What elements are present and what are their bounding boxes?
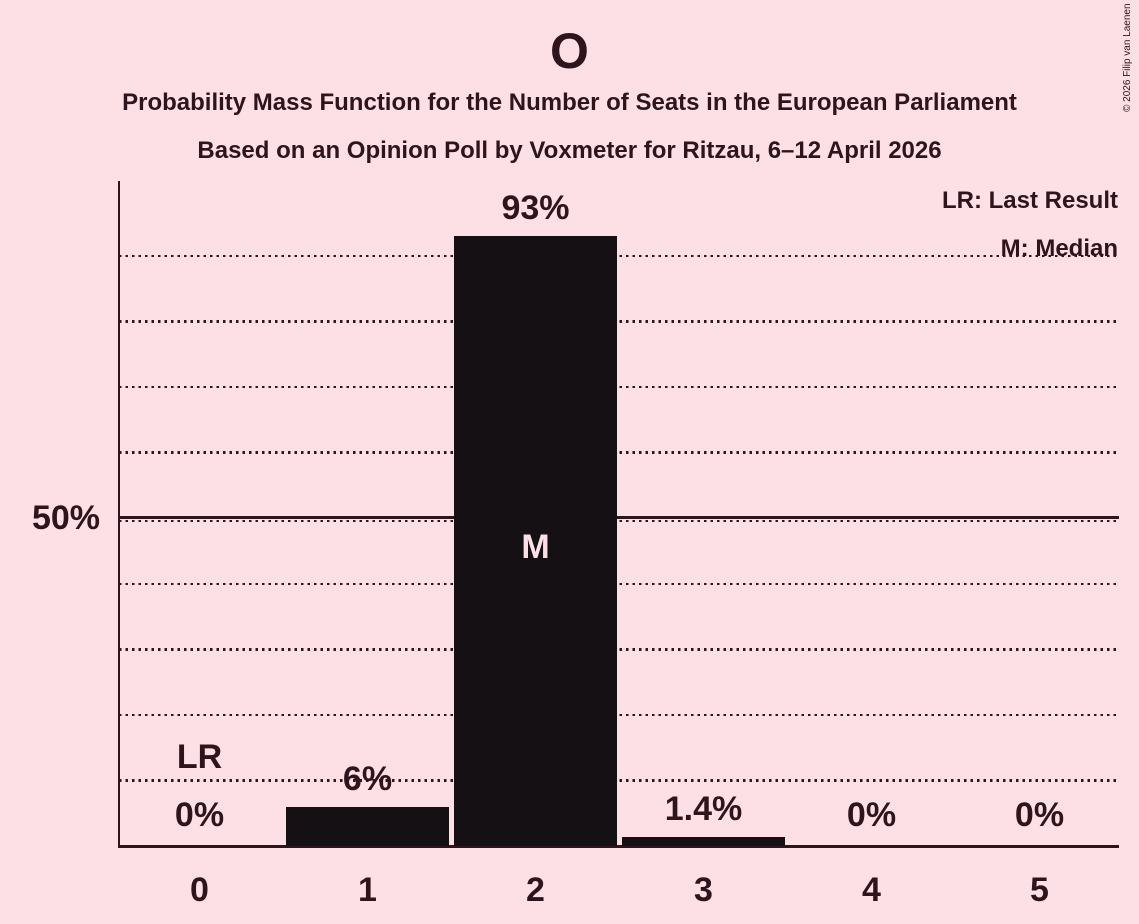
gridline-50pct <box>119 519 1119 522</box>
bar-seat-3 <box>622 836 785 846</box>
chart-subtitle-line2: Based on an Opinion Poll by Voxmeter for… <box>197 137 942 164</box>
chart-subtitle-line1: Probability Mass Function for the Number… <box>122 89 1017 116</box>
y-axis-tick-label: 50% <box>31 499 100 537</box>
legend-median: M: Median <box>1000 235 1118 262</box>
gridline-60pct <box>119 451 1119 454</box>
value-label-seat-0: 0% <box>174 796 225 834</box>
gridline-90pct <box>119 254 1119 258</box>
gridline-10pct <box>119 779 1119 782</box>
bar-seat-1 <box>286 806 449 846</box>
x-axis-label-5: 5 <box>1030 871 1049 909</box>
value-label-seat-4: 0% <box>846 796 897 834</box>
x-axis-label-4: 4 <box>862 871 881 909</box>
gridline-80pct <box>119 320 1119 323</box>
solid-50pct-line <box>119 516 1119 519</box>
x-axis-line <box>117 844 1119 848</box>
value-label-seat-3: 1.4% <box>664 789 743 828</box>
gridline-30pct <box>119 648 1119 651</box>
x-axis-label-2: 2 <box>526 871 545 909</box>
x-axis-label-3: 3 <box>694 871 713 909</box>
annotation-median: M <box>521 528 550 566</box>
gridline-20pct <box>119 713 1119 717</box>
value-label-seat-1: 6% <box>342 759 393 798</box>
x-axis-label-1: 1 <box>358 871 377 909</box>
value-label-seat-2: 93% <box>501 189 570 228</box>
y-axis-line <box>117 181 120 847</box>
annotation-last-result: LR <box>176 738 223 776</box>
bar-seat-2 <box>454 236 617 846</box>
legend-last-result: LR: Last Result <box>941 187 1118 214</box>
page-title: O <box>550 23 589 79</box>
gridline-70pct <box>119 385 1119 389</box>
gridline-40pct <box>119 582 1119 586</box>
value-label-seat-5: 0% <box>1014 796 1065 834</box>
x-axis-label-0: 0 <box>190 871 209 909</box>
